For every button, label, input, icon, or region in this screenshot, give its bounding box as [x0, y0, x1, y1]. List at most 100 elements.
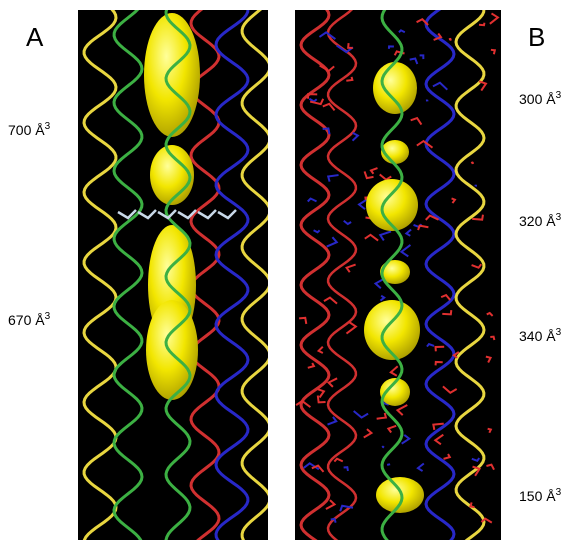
side-chain: [363, 171, 374, 180]
side-chain: [307, 362, 316, 369]
side-chain: [440, 293, 451, 301]
helix: [326, 10, 358, 540]
side-chain: [333, 457, 344, 463]
cavity-surface: [376, 477, 424, 513]
volume-text: 700 Å: [8, 122, 45, 138]
helix: [424, 10, 456, 540]
side-chain: [386, 424, 397, 434]
volume-superscript: 3: [556, 327, 562, 338]
side-chain: [326, 377, 338, 388]
ligand: [157, 209, 177, 220]
side-chain: [425, 99, 429, 102]
panel-label: B: [528, 22, 545, 52]
side-chain: [325, 499, 337, 510]
side-chain: [489, 12, 500, 25]
side-chain: [381, 445, 385, 449]
volume-text: 340 Å: [519, 328, 556, 344]
ligand: [217, 209, 237, 220]
side-chain: [369, 167, 378, 175]
cavity-surface: [146, 300, 198, 400]
cavity-surface: [380, 378, 410, 406]
side-chain: [442, 385, 458, 394]
ligand: [197, 209, 217, 220]
volume-superscript: 3: [45, 311, 51, 322]
volume-superscript: 3: [556, 90, 562, 101]
side-chain: [357, 197, 369, 210]
side-chain: [336, 44, 354, 54]
side-chain: [419, 54, 425, 60]
volume-text: 320 Å: [519, 213, 556, 229]
side-chain: [472, 465, 482, 477]
side-chain: [434, 360, 443, 366]
helix: [454, 10, 486, 540]
side-chain: [345, 263, 356, 273]
side-chain: [316, 395, 326, 404]
side-chain: [409, 57, 419, 65]
volume-superscript: 3: [45, 121, 51, 132]
side-chain: [322, 102, 336, 111]
volume-label: 340 Å3: [519, 327, 562, 344]
side-chain: [326, 236, 339, 248]
side-chain: [330, 517, 337, 523]
side-chain: [443, 453, 452, 460]
volume-text: 670 Å: [8, 312, 45, 328]
side-chain: [433, 433, 444, 446]
side-chain: [343, 219, 352, 226]
cavity-surface: [364, 300, 420, 360]
side-chain: [376, 412, 388, 420]
side-chain: [480, 517, 493, 524]
side-chain: [442, 309, 453, 316]
side-chain: [432, 422, 444, 431]
side-chain: [399, 244, 412, 258]
side-chain: [490, 48, 497, 55]
cavity-surface: [366, 179, 418, 231]
helix: [112, 10, 144, 540]
side-chain: [416, 139, 434, 149]
side-chain: [307, 93, 318, 99]
side-chain: [386, 463, 391, 466]
volume-text: 300 Å: [519, 91, 556, 107]
side-chain: [364, 233, 379, 242]
side-chain: [326, 174, 339, 182]
helix: [240, 10, 268, 540]
side-chain: [309, 98, 325, 106]
side-chain: [299, 316, 308, 325]
volume-label: 700 Å3: [8, 121, 51, 138]
side-chain: [316, 345, 324, 354]
side-chain: [295, 399, 312, 408]
side-chain: [327, 416, 338, 426]
side-chain: [379, 173, 392, 181]
side-chain: [351, 132, 360, 142]
side-chain: [486, 311, 494, 317]
cavity-surface: [373, 62, 417, 114]
volume-label: 670 Å3: [8, 311, 51, 328]
side-chain: [417, 224, 429, 231]
side-chain: [471, 457, 481, 462]
side-chain: [323, 296, 338, 305]
panel-b-render: [295, 10, 500, 540]
side-chain: [343, 466, 349, 472]
side-chain: [474, 184, 477, 187]
side-chain: [346, 76, 354, 82]
side-chain: [311, 464, 325, 473]
cavity-surface: [380, 260, 410, 284]
side-chain: [487, 427, 493, 434]
side-chain: [448, 37, 452, 41]
ligand: [177, 209, 197, 220]
ligand: [137, 209, 157, 220]
volume-superscript: 3: [556, 212, 562, 223]
side-chain: [339, 504, 354, 512]
cavity-surface: [144, 13, 200, 137]
helix: [380, 10, 404, 540]
side-chain: [401, 434, 411, 445]
side-chain: [433, 32, 443, 41]
side-chain: [452, 351, 460, 359]
volume-superscript: 3: [556, 487, 562, 498]
side-chain: [451, 197, 457, 204]
side-chain: [425, 214, 439, 221]
side-chain: [318, 31, 336, 40]
side-chain: [426, 342, 435, 348]
side-chain: [470, 161, 475, 165]
ligand: [117, 209, 137, 220]
